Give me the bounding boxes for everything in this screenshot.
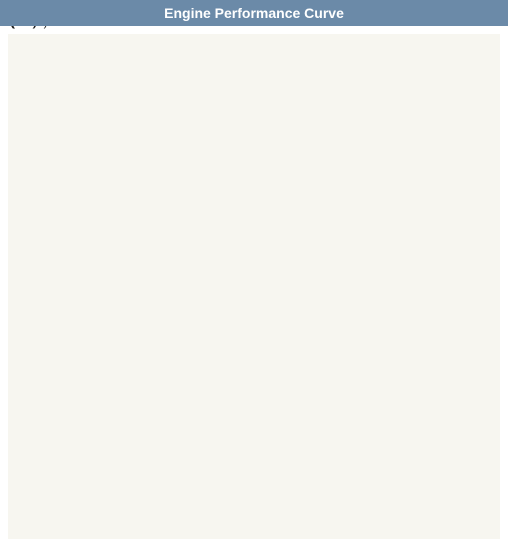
chart-frame: Engine Performance Curve 100012001400160… (0, 0, 508, 547)
chart-title-text: Engine Performance Curve (164, 5, 344, 21)
svg-text:T (Nm): T (Nm) (0, 26, 37, 29)
engine-performance-chart: 10001200140016001800200022002400n (min⁻¹… (0, 26, 508, 547)
chart-area: 10001200140016001800200022002400n (min⁻¹… (0, 26, 508, 547)
chart-title-bar: Engine Performance Curve (0, 0, 508, 26)
